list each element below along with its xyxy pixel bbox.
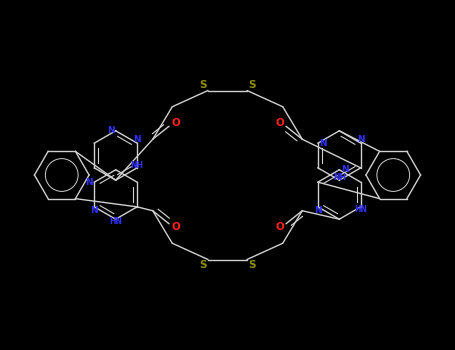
Text: N: N bbox=[91, 205, 98, 215]
Text: NH: NH bbox=[131, 161, 144, 170]
Text: S: S bbox=[199, 80, 207, 90]
Text: HN: HN bbox=[109, 217, 122, 226]
Text: O: O bbox=[171, 118, 180, 128]
Text: N: N bbox=[106, 126, 114, 135]
Text: S: S bbox=[248, 260, 256, 270]
Text: N: N bbox=[341, 165, 349, 174]
Text: O: O bbox=[171, 222, 180, 232]
Text: N: N bbox=[319, 139, 327, 148]
Text: O: O bbox=[275, 118, 284, 128]
Text: N: N bbox=[314, 205, 322, 215]
Text: HN: HN bbox=[354, 205, 367, 214]
Text: N: N bbox=[85, 178, 93, 187]
Text: N: N bbox=[133, 135, 141, 145]
Text: NH: NH bbox=[333, 173, 346, 182]
Text: S: S bbox=[248, 80, 256, 90]
Text: S: S bbox=[199, 260, 207, 270]
Text: N: N bbox=[357, 135, 364, 145]
Text: O: O bbox=[275, 222, 284, 232]
